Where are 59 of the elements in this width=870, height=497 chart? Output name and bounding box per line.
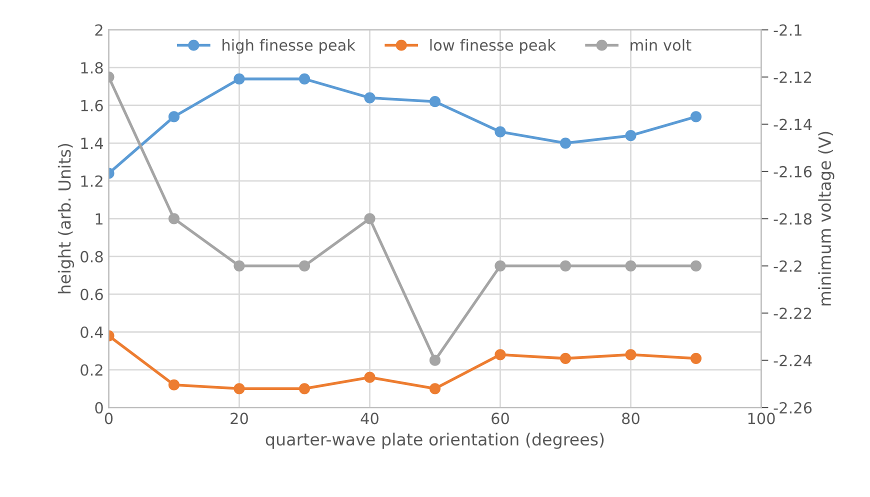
y-tick-label: 0.6 bbox=[80, 288, 103, 300]
point bbox=[298, 73, 310, 84]
y-tick-label: 2 bbox=[95, 24, 102, 36]
point bbox=[429, 354, 441, 366]
point bbox=[625, 130, 636, 142]
point bbox=[560, 138, 572, 149]
y-tick-label: 1.4 bbox=[81, 138, 104, 149]
point bbox=[494, 260, 506, 272]
point bbox=[429, 383, 441, 394]
point bbox=[234, 73, 245, 84]
point bbox=[168, 379, 180, 390]
y-axis-title: height (arb. Units) bbox=[58, 144, 74, 294]
y-tick-label: 0.2 bbox=[80, 364, 102, 376]
y-tick-label: 0.4 bbox=[80, 326, 104, 338]
y-tick-label: 1.8 bbox=[81, 62, 103, 74]
y2-tick-label: -2.14 bbox=[774, 118, 812, 130]
point bbox=[234, 383, 245, 394]
y2-tick-label: -2.12 bbox=[774, 72, 812, 83]
y-tick-label: 0 bbox=[95, 402, 103, 414]
y2-tick-label: -2.26 bbox=[774, 402, 812, 414]
point bbox=[625, 260, 636, 272]
legend-label: low finesse peak bbox=[430, 38, 556, 54]
point bbox=[364, 92, 376, 104]
y-tick-label: 1 bbox=[96, 213, 102, 224]
point bbox=[298, 383, 310, 394]
point bbox=[494, 349, 506, 360]
y-tick-label: 0.8 bbox=[80, 250, 103, 262]
point bbox=[234, 260, 245, 272]
legend-label: high finesse peak bbox=[222, 38, 356, 54]
point bbox=[690, 260, 702, 272]
point bbox=[168, 111, 180, 122]
point bbox=[298, 260, 310, 272]
y2-tick-label: -2.1 bbox=[774, 24, 802, 36]
legend-label: min volt bbox=[630, 38, 692, 51]
x-tick-label: 0 bbox=[104, 412, 113, 424]
point bbox=[364, 372, 376, 383]
point bbox=[494, 126, 506, 138]
point bbox=[560, 260, 572, 272]
y2-tick-label: -2.16 bbox=[774, 166, 812, 178]
point bbox=[429, 96, 441, 108]
y-tick-label: 1.2 bbox=[81, 175, 102, 187]
y2-axis-title: minimum voltage (V) bbox=[818, 132, 834, 306]
y-tick-label: 1.6 bbox=[81, 100, 103, 112]
point bbox=[560, 352, 572, 364]
x-axis-title: quarter-wave plate orientation (degrees) bbox=[266, 432, 604, 449]
point bbox=[690, 352, 702, 364]
y2-tick-label: -2.24 bbox=[774, 354, 812, 366]
x-tick-label: 100 bbox=[748, 412, 775, 424]
point bbox=[364, 213, 376, 224]
point bbox=[690, 111, 702, 122]
x-tick-label: 60 bbox=[492, 412, 509, 424]
x-tick-label: 20 bbox=[230, 412, 248, 424]
y2-tick-label: -2.22 bbox=[774, 308, 812, 319]
y2-tick-label: -2.2 bbox=[774, 260, 802, 272]
x-tick-label: 40 bbox=[360, 412, 378, 424]
point bbox=[625, 349, 636, 360]
y2-tick-label: -2.18 bbox=[774, 213, 812, 225]
point bbox=[168, 213, 180, 224]
x-tick-label: 80 bbox=[622, 412, 640, 424]
